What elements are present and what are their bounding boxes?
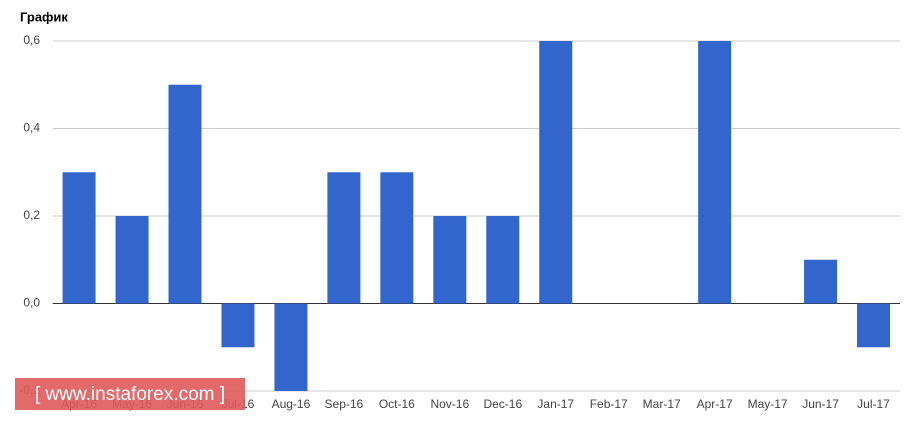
bar <box>698 41 732 304</box>
y-tick-label: 0,6 <box>23 33 40 47</box>
watermark: [ www.instaforex.com ] <box>35 384 225 405</box>
bar <box>327 172 361 304</box>
x-tick-label: Nov-16 <box>430 397 469 411</box>
x-tick-label: Mar-17 <box>643 397 681 411</box>
x-tick-label: Jan-17 <box>537 397 574 411</box>
bar <box>433 216 467 304</box>
bar <box>115 216 149 304</box>
bar <box>62 172 96 304</box>
watermark-background <box>15 378 245 410</box>
bar <box>221 303 255 348</box>
x-tick-label: Feb-17 <box>590 397 628 411</box>
x-tick-label: Apr-17 <box>697 397 733 411</box>
x-tick-label: Sep-16 <box>325 397 364 411</box>
chart-title: График <box>20 9 68 24</box>
bar <box>380 172 414 304</box>
x-tick-label: Dec-16 <box>483 397 522 411</box>
x-tick-label: Jul-17 <box>857 397 890 411</box>
x-tick-label: May-17 <box>748 397 788 411</box>
y-tick-label: 0,2 <box>23 208 40 222</box>
bar <box>857 303 891 348</box>
bar <box>539 41 573 304</box>
plot-area: -0,20,00,20,40,6Apr-16May-16Jun-16Jul-16… <box>19 33 900 411</box>
y-tick-label: 0,0 <box>23 296 40 310</box>
y-tick-label: 0,4 <box>23 121 40 135</box>
bar <box>274 303 308 391</box>
bar <box>804 259 838 304</box>
x-tick-label: Jun-17 <box>802 397 839 411</box>
x-tick-label: Aug-16 <box>272 397 311 411</box>
bar <box>168 84 202 304</box>
bar <box>486 216 520 304</box>
x-tick-label: Oct-16 <box>379 397 415 411</box>
watermark-box: [ www.instaforex.com ] <box>15 378 245 410</box>
